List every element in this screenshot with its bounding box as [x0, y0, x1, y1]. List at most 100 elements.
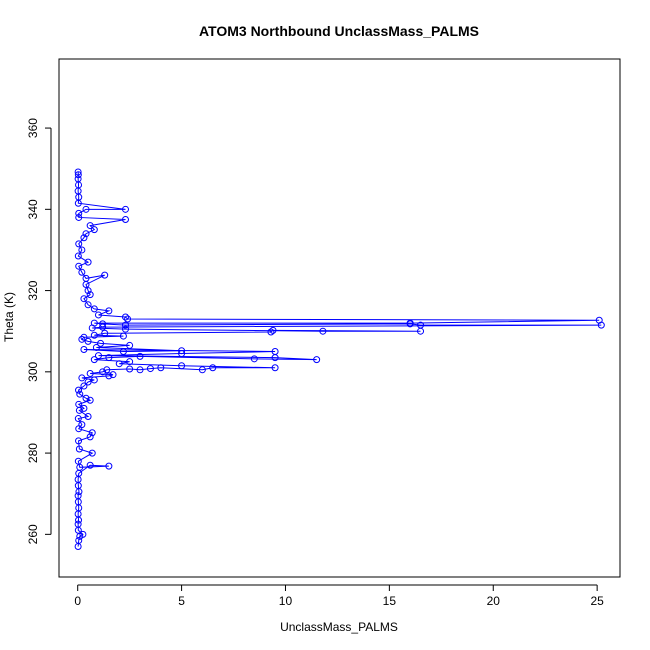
data-point — [86, 396, 94, 404]
data-point — [121, 321, 129, 329]
x-tick-label: 15 — [383, 594, 397, 608]
data-point — [417, 321, 425, 329]
data-point — [84, 413, 92, 421]
data-point — [119, 332, 127, 340]
data-point — [75, 240, 83, 248]
data-point — [109, 371, 117, 379]
data-point — [119, 348, 127, 356]
data-point — [75, 445, 83, 453]
data-point — [90, 356, 98, 364]
data-point — [80, 295, 88, 303]
data-point — [105, 462, 113, 470]
data-point — [121, 205, 129, 213]
data-point — [124, 315, 132, 323]
data-point — [84, 301, 92, 309]
data-point — [74, 457, 82, 465]
data-point — [126, 341, 134, 349]
data-point — [406, 319, 414, 327]
data-point — [101, 329, 109, 337]
data-point — [136, 352, 144, 360]
data-point — [80, 345, 88, 353]
data-point — [75, 400, 83, 408]
data-point — [90, 305, 98, 313]
data-point — [80, 234, 88, 242]
data-point — [90, 319, 98, 327]
y-tick-label: 260 — [26, 524, 40, 544]
data-point — [84, 337, 92, 345]
data-point — [94, 311, 102, 319]
series-line — [77, 171, 602, 547]
data-point — [178, 347, 186, 355]
data-point — [78, 335, 86, 343]
data-point — [75, 262, 83, 270]
data-point — [86, 461, 94, 469]
data-point — [136, 366, 144, 374]
data-point — [76, 390, 84, 398]
data-point — [84, 378, 92, 386]
data-point — [74, 520, 82, 528]
data-point — [595, 316, 603, 324]
data-point — [99, 320, 107, 328]
data-point — [269, 326, 277, 334]
plot-frame — [58, 58, 621, 578]
data-point — [74, 175, 82, 183]
data-point — [115, 360, 123, 368]
y-tick-label: 340 — [26, 199, 40, 219]
data-point — [78, 374, 86, 382]
data-point — [75, 536, 83, 544]
data-point — [90, 376, 98, 384]
data-point — [99, 323, 107, 331]
data-point — [86, 433, 94, 441]
data-point — [103, 366, 111, 374]
data-point — [126, 365, 134, 373]
data-point — [99, 368, 107, 376]
data-point — [313, 356, 321, 364]
data-point — [80, 382, 88, 390]
data-point — [198, 366, 206, 374]
data-point — [271, 364, 279, 372]
data-point — [82, 274, 90, 282]
data-point — [74, 415, 82, 423]
data-point — [319, 327, 327, 335]
data-point — [86, 291, 94, 299]
y-tick-label: 320 — [26, 280, 40, 300]
data-point — [146, 365, 154, 373]
data-point — [157, 364, 165, 372]
data-point — [82, 230, 90, 238]
x-axis-label: UnclassMass_PALMS — [280, 620, 398, 634]
y-axis-label: Theta (K) — [2, 292, 16, 342]
data-point — [80, 404, 88, 412]
x-tick-label: 20 — [487, 594, 501, 608]
data-point — [79, 530, 87, 538]
data-point — [101, 271, 109, 279]
x-tick-label: 10 — [279, 594, 293, 608]
data-point — [86, 369, 94, 377]
data-point — [88, 429, 96, 437]
data-point — [97, 339, 105, 347]
data-point — [75, 209, 83, 217]
data-point — [78, 421, 86, 429]
data-point — [86, 222, 94, 230]
y-tick-label: 280 — [26, 443, 40, 463]
data-point — [74, 168, 82, 176]
data-point — [105, 307, 113, 315]
data-point — [121, 325, 129, 333]
data-point — [78, 268, 86, 276]
data-point — [82, 205, 90, 213]
data-point — [80, 333, 88, 341]
data-point — [75, 437, 83, 445]
y-tick-label: 300 — [26, 361, 40, 381]
data-point — [84, 258, 92, 266]
data-point — [105, 354, 113, 362]
x-tick-label: 25 — [590, 594, 604, 608]
data-point — [126, 358, 134, 366]
data-point — [94, 352, 102, 360]
data-point — [90, 331, 98, 339]
data-point — [178, 362, 186, 370]
data-point — [105, 372, 113, 380]
data-point — [121, 313, 129, 321]
data-point — [178, 350, 186, 358]
x-tick-label: 5 — [178, 594, 185, 608]
data-point — [250, 355, 258, 363]
